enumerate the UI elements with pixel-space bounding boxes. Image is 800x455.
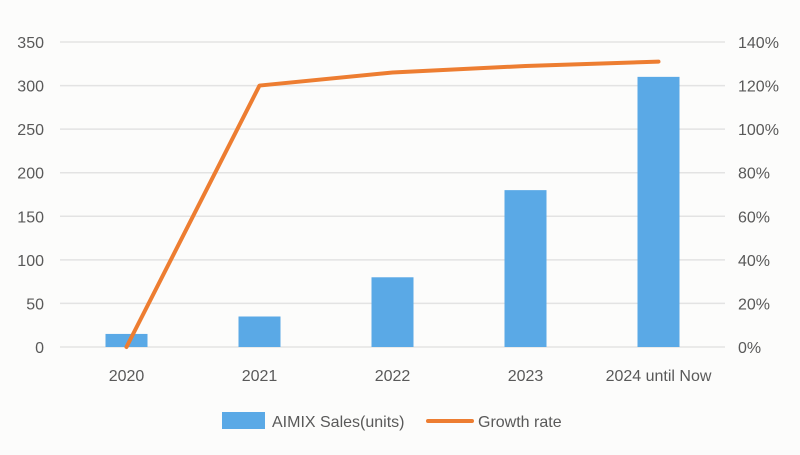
y-left-tick-label: 0 [35, 340, 44, 357]
y-right-tick-label: 100% [738, 122, 779, 139]
legend-label-growth: Growth rate [478, 414, 562, 431]
y-left-tick-label: 150 [17, 209, 44, 226]
legend-label-sales: AIMIX Sales(units) [272, 414, 404, 431]
y-right-tick-label: 0% [738, 340, 761, 357]
bar [638, 77, 680, 347]
y-right-tick-label: 80% [738, 166, 770, 183]
bar [505, 190, 547, 347]
y-left-tick-label: 350 [17, 35, 44, 52]
y-left-tick-label: 250 [17, 122, 44, 139]
bar [239, 317, 281, 348]
y-right-tick-label: 60% [738, 209, 770, 226]
x-tick-label: 2022 [375, 368, 411, 385]
x-tick-label: 2024 until Now [606, 368, 712, 385]
x-tick-label: 2023 [508, 368, 544, 385]
legend-swatch-sales [222, 412, 265, 429]
x-tick-label: 2021 [242, 368, 278, 385]
y-right-tick-label: 120% [738, 79, 779, 96]
y-left-tick-label: 300 [17, 79, 44, 96]
x-tick-label: 2020 [109, 368, 145, 385]
y-right-tick-label: 140% [738, 35, 779, 52]
y-left-tick-label: 50 [26, 296, 44, 313]
y-left-tick-label: 200 [17, 166, 44, 183]
bar [372, 277, 414, 347]
y-right-tick-label: 20% [738, 296, 770, 313]
y-left-tick-label: 100 [17, 253, 44, 270]
y-right-tick-label: 40% [738, 253, 770, 270]
